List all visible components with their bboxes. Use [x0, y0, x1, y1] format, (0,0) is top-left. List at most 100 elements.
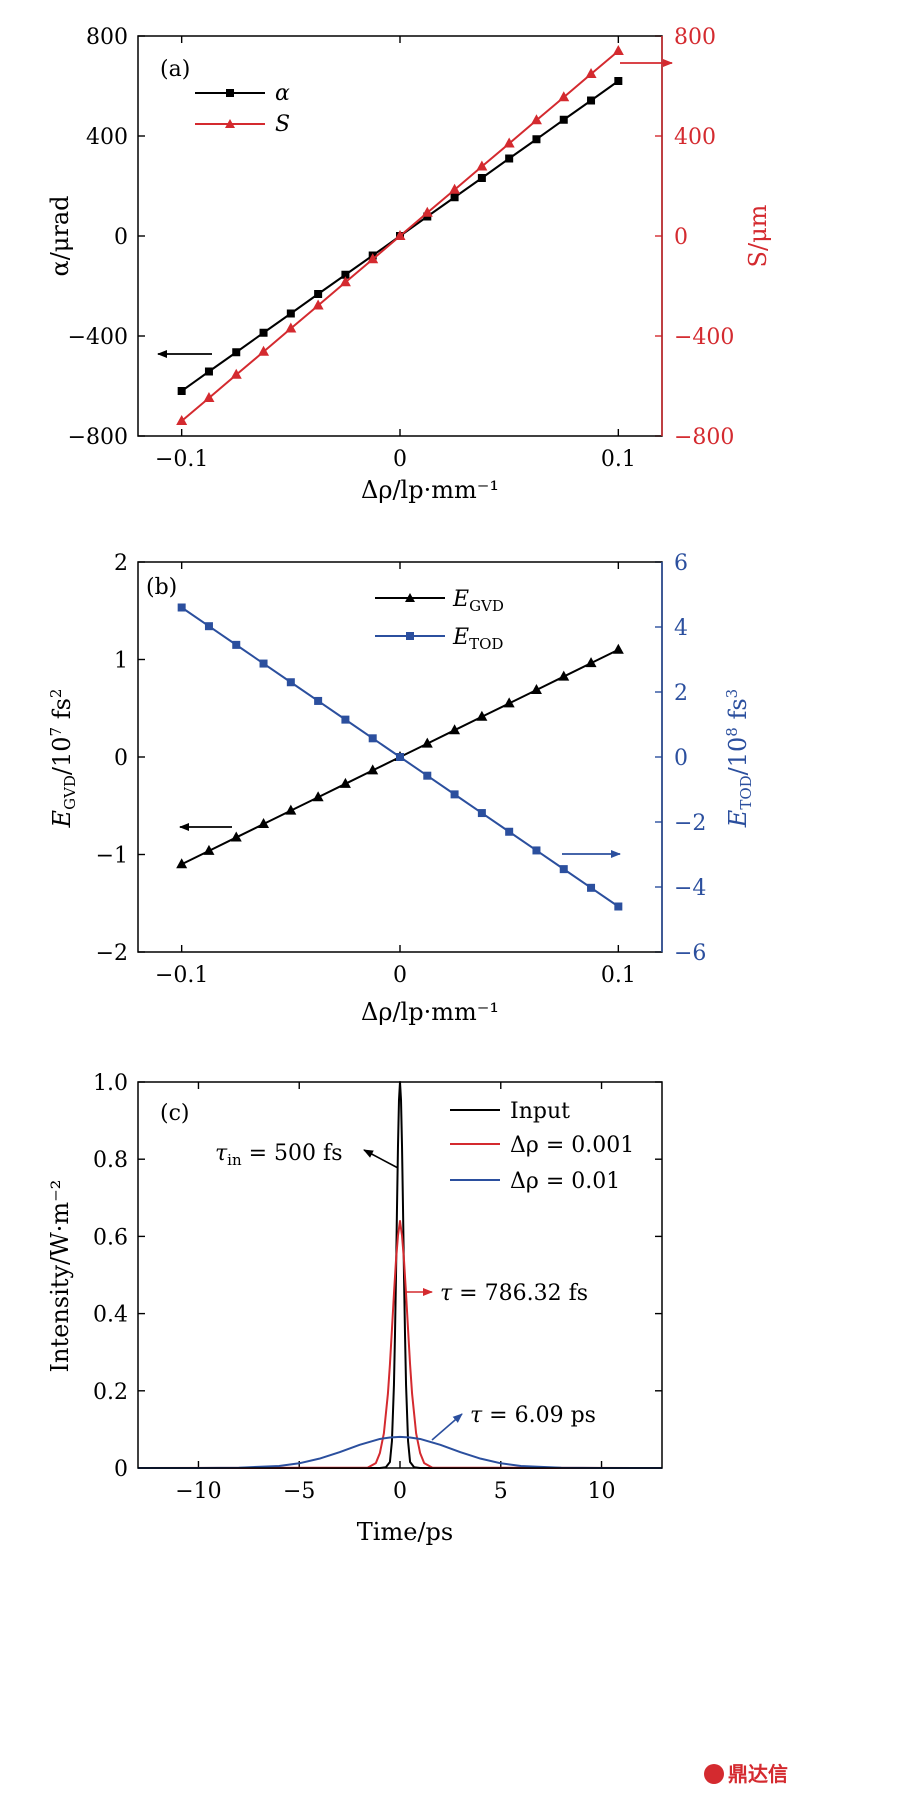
- x-tick-label: 0: [393, 963, 407, 988]
- y-tick-label-right: 0: [674, 746, 688, 771]
- y-tick-label-left: 0.6: [93, 1225, 128, 1250]
- x-tick-label: 10: [588, 1479, 616, 1504]
- watermark-logo: 鼎达信: [704, 1762, 788, 1786]
- data-point-square: [450, 193, 459, 202]
- data-point-square: [505, 154, 514, 163]
- annotation-tau-in: τin = 500 fs: [215, 1141, 342, 1169]
- data-point-square: [559, 865, 568, 874]
- panel-a-series: [176, 45, 624, 425]
- data-point-triangle: [339, 777, 351, 788]
- panel-a-xlabel: Δρ/lp·mm⁻¹: [361, 476, 499, 504]
- data-point-square: [532, 846, 541, 855]
- panel-c-label: (c): [160, 1101, 190, 1126]
- y-tick-label-right: 0: [674, 225, 688, 250]
- panel-a-ylabel-right: S/μm: [744, 204, 772, 267]
- data-point-square: [477, 174, 486, 182]
- y-tick-label-left: −1: [96, 844, 128, 869]
- data-point-square: [232, 348, 241, 357]
- legend-marker-s: [225, 119, 235, 128]
- legend-marker-alpha: [226, 89, 234, 97]
- data-point-triangle: [258, 818, 270, 829]
- legend-label-red: Δρ = 0.001: [510, 1133, 634, 1158]
- data-point-square: [396, 753, 404, 761]
- data-point-square: [341, 270, 350, 279]
- data-point-square: [614, 902, 623, 911]
- data-point-triangle: [612, 45, 624, 55]
- panel-b-ylabel-left: EGVD/107 fs2: [47, 689, 79, 829]
- data-point-triangle: [449, 724, 461, 735]
- data-point-square: [314, 696, 323, 705]
- legend-marker-egvd: [405, 593, 415, 602]
- y-tick-label-left: 800: [86, 25, 128, 50]
- legend-label-egvd: EGVD: [452, 587, 504, 615]
- data-point-square: [423, 771, 432, 780]
- data-point-square: [177, 387, 186, 395]
- data-point-square: [177, 603, 186, 612]
- data-point-triangle: [503, 697, 515, 708]
- x-tick-label: 5: [494, 1479, 508, 1504]
- panel-b-label: (b): [146, 575, 177, 600]
- x-tick-label: 0.1: [601, 963, 636, 988]
- panel-c-ticks: −10 −5 0 5 10 0 0.2 0.4 0.6 0.8 1.0: [93, 1071, 662, 1504]
- watermark-text: 鼎达信: [728, 1762, 788, 1786]
- data-point-square: [368, 734, 377, 743]
- annotation-tau-blue: τ = 6.09 ps: [470, 1403, 596, 1428]
- y-tick-label-right: −6: [674, 941, 706, 966]
- data-point-triangle: [449, 183, 461, 194]
- data-point-triangle: [421, 737, 433, 748]
- watermark-badge-icon: [704, 1764, 724, 1784]
- data-point-triangle: [530, 114, 542, 125]
- data-point-triangle: [339, 276, 351, 287]
- data-point-triangle: [176, 858, 188, 869]
- x-tick-label: −5: [283, 1479, 315, 1504]
- y-tick-label-left: 0: [114, 746, 128, 771]
- data-point-triangle: [312, 299, 324, 310]
- data-point-square: [286, 309, 295, 318]
- y-tick-label-left: 0.2: [93, 1380, 128, 1405]
- data-point-triangle: [585, 657, 597, 668]
- legend-label-alpha: α: [275, 81, 290, 106]
- panel-a: −0.1 0 0.1 −800 −400 0 400 800 −800 −400 0 400 800 (…: [46, 25, 772, 504]
- y-tick-label-right: 6: [674, 551, 688, 576]
- data-point-triangle: [285, 322, 297, 333]
- data-point-triangle: [312, 791, 324, 802]
- data-point-square: [232, 640, 241, 649]
- panel-c-xlabel: Time/ps: [357, 1518, 453, 1546]
- series-line: [137, 1435, 663, 1469]
- y-tick-label-right: 400: [674, 125, 716, 150]
- panel-a-ticks: −0.1 0 0.1 −800 −400 0 400 800 −800 −400 0 400 800: [68, 25, 735, 472]
- data-point-triangle: [558, 670, 570, 681]
- data-point-triangle: [203, 844, 215, 855]
- y-tick-label-left: −400: [68, 325, 128, 350]
- data-point-triangle: [612, 643, 624, 654]
- legend-label-s: S: [275, 112, 290, 137]
- data-point-square: [314, 290, 323, 298]
- panel-b-ticks: −0.1 0 0.1 −2 −1 0 1 2 −6 −4 −2 0 2 4 6: [96, 551, 707, 988]
- y-tick-label-left: 0: [114, 1457, 128, 1482]
- legend-label-input: Input: [510, 1099, 570, 1124]
- x-tick-label: −10: [175, 1479, 221, 1504]
- x-tick-label: −0.1: [155, 447, 208, 472]
- y-tick-label-left: 400: [86, 125, 128, 150]
- annotation-tau-blue-arrow: [431, 1413, 463, 1441]
- data-point-square: [286, 678, 295, 687]
- y-tick-label-left: 0.4: [93, 1303, 128, 1328]
- y-tick-label-right: −2: [674, 811, 706, 836]
- y-tick-label-right: 4: [674, 616, 688, 641]
- data-point-triangle: [176, 415, 188, 425]
- data-point-triangle: [476, 160, 488, 171]
- data-point-square: [505, 827, 514, 836]
- x-tick-label: −0.1: [155, 963, 208, 988]
- panel-c-frame: [137, 1081, 663, 1469]
- data-point-triangle: [503, 137, 515, 148]
- panel-a-ylabel-left: α/μrad: [46, 195, 74, 276]
- legend-label-etod: ETOD: [452, 625, 503, 653]
- data-point-square: [587, 883, 596, 892]
- data-point-triangle: [421, 206, 433, 217]
- data-point-square: [341, 715, 350, 724]
- data-point-square: [532, 135, 541, 144]
- y-tick-label-right: 800: [674, 25, 716, 50]
- panel-a-legend: α S: [195, 81, 290, 137]
